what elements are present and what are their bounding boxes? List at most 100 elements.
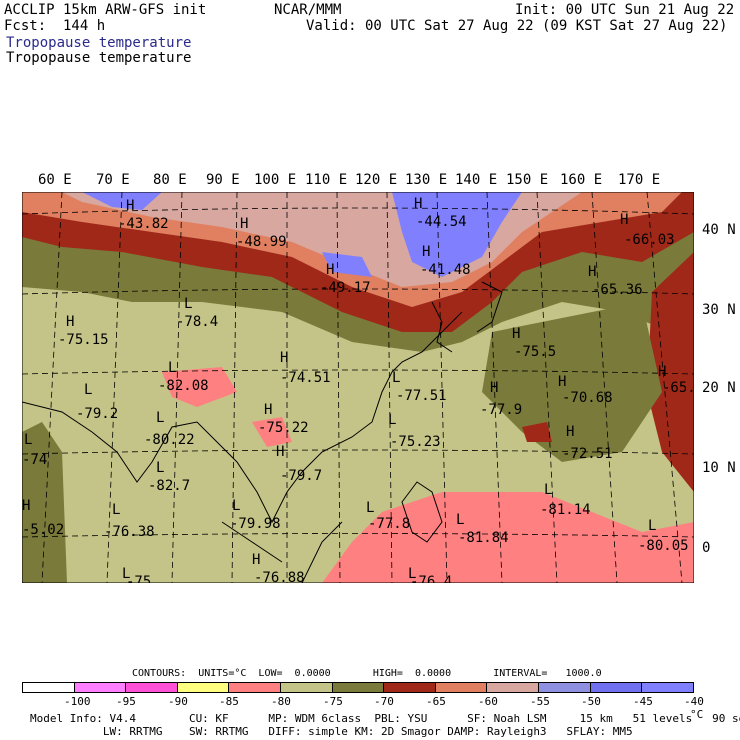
extreme-marker: L xyxy=(156,410,164,426)
colorbar-unit: °C xyxy=(690,708,704,721)
valid-time: Valid: 00 UTC Sat 27 Aug 22 (09 KST Sat … xyxy=(306,18,728,34)
extreme-value: -65. xyxy=(662,380,694,396)
colorbar-label: -90 xyxy=(168,695,188,708)
extreme-marker: L xyxy=(232,498,240,514)
field-band-45 xyxy=(392,192,522,277)
colorbar-label: -55 xyxy=(530,695,550,708)
extreme-marker: H xyxy=(22,498,30,514)
extreme-marker: L xyxy=(112,502,120,518)
extreme-marker: H xyxy=(326,262,334,278)
extreme-value: -81.14 xyxy=(540,502,591,518)
extreme-marker: L xyxy=(168,360,176,376)
extreme-value: -5.02 xyxy=(22,522,64,538)
extreme-value: -65.36 xyxy=(592,282,643,298)
colorbar-label: -65 xyxy=(426,695,446,708)
model-info-line1: Model Info: V4.4 CU: KF MP: WDM 6class P… xyxy=(30,712,740,725)
field-title-blue: Tropopause temperature xyxy=(6,35,192,51)
init-time: Init: 00 UTC Sun 21 Aug 22 xyxy=(515,2,735,18)
field-band-65-east xyxy=(647,252,694,492)
extreme-value: -41.48 xyxy=(420,262,471,278)
extreme-value: -48.99 xyxy=(236,234,287,250)
lon-label: 120 E xyxy=(355,172,398,188)
extreme-value: -76.38 xyxy=(104,524,155,540)
extreme-value: -79.2 xyxy=(76,406,118,422)
lon-label: 170 E xyxy=(618,172,661,188)
extreme-value: -74 xyxy=(22,452,47,468)
extreme-marker: L xyxy=(388,412,396,428)
extreme-value: -74.51 xyxy=(280,370,331,386)
field-band-70-pacific xyxy=(482,302,662,462)
extreme-value: -70.68 xyxy=(562,390,613,406)
field-band-40 xyxy=(82,192,162,210)
colorbar-cell xyxy=(384,683,436,692)
model-title: ACCLIP 15km ARW-GFS init xyxy=(4,2,207,18)
extreme-value: -75.23 xyxy=(390,434,441,450)
extreme-marker: H xyxy=(658,364,666,380)
extreme-marker: H xyxy=(566,424,574,440)
colorbar-label: -75 xyxy=(323,695,343,708)
colorbar-label: -95 xyxy=(116,695,136,708)
extreme-value: -80.05 xyxy=(638,538,689,554)
extreme-marker: H xyxy=(414,196,422,212)
colorbar xyxy=(22,682,694,693)
lat-label: 20 N xyxy=(702,380,736,396)
extreme-marker: L xyxy=(122,566,130,582)
extreme-marker: H xyxy=(558,374,566,390)
extreme-marker: L xyxy=(366,500,374,516)
field-band-70-west xyxy=(22,422,67,583)
colorbar-cell xyxy=(177,683,230,692)
extreme-marker: H xyxy=(512,326,520,342)
extreme-value: -82.08 xyxy=(158,378,209,394)
extreme-marker: H xyxy=(126,198,134,214)
extreme-marker: H xyxy=(276,444,284,460)
lon-label: 150 E xyxy=(506,172,549,188)
extreme-marker: H xyxy=(620,212,628,228)
colorbar-cell xyxy=(23,683,75,692)
extreme-value: -80.22 xyxy=(144,432,195,448)
lat-label: 30 N xyxy=(702,302,736,318)
colorbar-label: -100 xyxy=(64,695,91,708)
colorbar-label: -70 xyxy=(374,695,394,708)
colorbar-cell xyxy=(539,683,591,692)
field-band-80-maritime xyxy=(322,492,694,583)
field-band-65-spot xyxy=(522,422,552,442)
extreme-value: -78.4 xyxy=(176,314,218,330)
lon-label: 160 E xyxy=(560,172,603,188)
contour-info: CONTOURS: UNITS=°C LOW= 0.0000 HIGH= 0.0… xyxy=(132,668,602,679)
extreme-value: -79.7 xyxy=(280,468,322,484)
extremes-layer: H -43.82 H -48.99 H -44.54 H -41.48 H -4… xyxy=(22,196,694,583)
colorbar-cell xyxy=(74,683,127,692)
colorbar-cell xyxy=(487,683,540,692)
colorbar-cell xyxy=(281,683,333,692)
extreme-marker: L xyxy=(156,460,164,476)
extreme-value: -75.22 xyxy=(258,420,309,436)
colorbar-label: -80 xyxy=(271,695,291,708)
extreme-value: -72.51 xyxy=(562,446,613,462)
extreme-marker: H xyxy=(422,244,430,260)
colorbar-label: -40 xyxy=(684,695,704,708)
extreme-value: -81.84 xyxy=(458,530,509,546)
extreme-value: -66.03 xyxy=(624,232,675,248)
tropopause-temperature-map: H -43.82 H -48.99 H -44.54 H -41.48 H -4… xyxy=(22,192,694,583)
field-band-80-indochina xyxy=(252,417,292,447)
lon-label: 90 E xyxy=(206,172,240,188)
extreme-marker: H xyxy=(280,350,288,366)
lat-label: 10 N xyxy=(702,460,736,476)
extreme-marker: L xyxy=(648,518,656,534)
extreme-value: -44.54 xyxy=(416,214,467,230)
extreme-marker: H xyxy=(490,380,498,396)
lon-label: 130 E xyxy=(405,172,448,188)
colorbar-cell xyxy=(126,683,178,692)
extreme-value: -79.98 xyxy=(230,516,281,532)
extreme-marker: L xyxy=(456,512,464,528)
lon-label: 70 E xyxy=(96,172,130,188)
colorbar-cell xyxy=(435,683,488,692)
extreme-marker: L xyxy=(544,482,552,498)
extreme-value: -76.4 xyxy=(410,574,452,583)
extreme-value: -77.51 xyxy=(396,388,447,404)
colorbar-label: -60 xyxy=(478,695,498,708)
extreme-marker: H xyxy=(252,552,260,568)
extreme-marker: H xyxy=(264,402,272,418)
extreme-value: -49.17 xyxy=(320,280,371,296)
model-info-line2: LW: RRTMG SW: RRTMG DIFF: simple KM: 2D … xyxy=(30,725,633,738)
